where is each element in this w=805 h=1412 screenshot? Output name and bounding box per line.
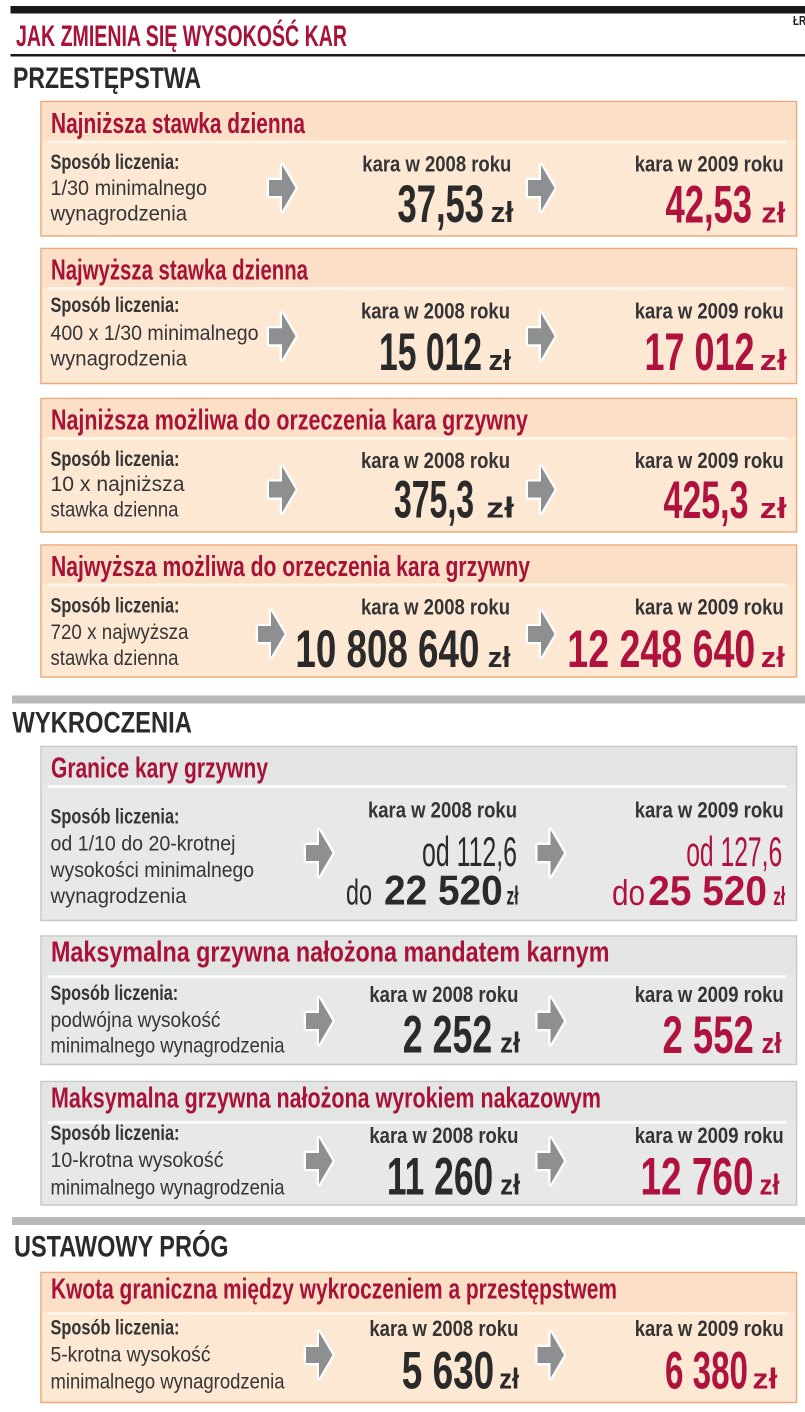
svg-text:stawka dzienna: stawka dzienna	[51, 646, 179, 670]
svg-text:Najniższa stawka dzienna: Najniższa stawka dzienna	[51, 108, 306, 140]
svg-text:425,3: 425,3	[664, 471, 749, 530]
svg-text:zł: zł	[499, 1364, 519, 1396]
svg-text:od 1/10 do 20-krotnej: od 1/10 do 20-krotnej	[51, 832, 236, 856]
svg-text:375,3: 375,3	[394, 471, 474, 530]
svg-text:Granice kary grzywny: Granice kary grzywny	[51, 753, 268, 785]
svg-text:minimalnego wynagrodzenia: minimalnego wynagrodzenia	[51, 1175, 285, 1199]
svg-text:zł: zł	[773, 881, 785, 911]
svg-text:kara w 2009 roku: kara w 2009 roku	[635, 982, 784, 1007]
svg-text:USTAWOWY PRÓG: USTAWOWY PRÓG	[14, 1230, 229, 1264]
svg-text:400 x 1/30 minimalnego: 400 x 1/30 minimalnego	[51, 321, 259, 345]
svg-text:2 552: 2 552	[663, 1006, 754, 1065]
svg-text:kara w 2008 roku: kara w 2008 roku	[361, 448, 510, 473]
svg-text:zł: zł	[760, 345, 787, 377]
svg-text:720 x najwyższa: 720 x najwyższa	[51, 620, 189, 644]
svg-text:Sposób liczenia:: Sposób liczenia:	[51, 447, 180, 471]
svg-text:WYKROCZENIA: WYKROCZENIA	[12, 707, 192, 740]
svg-text:22 520: 22 520	[384, 867, 503, 914]
svg-text:37,53: 37,53	[398, 175, 485, 234]
svg-text:zł: zł	[761, 198, 785, 230]
svg-text:Sposób liczenia:: Sposób liczenia:	[51, 1316, 180, 1340]
svg-text:17 012: 17 012	[645, 323, 755, 382]
svg-text:kara w 2008 roku: kara w 2008 roku	[368, 797, 517, 822]
svg-text:kara w 2008 roku: kara w 2008 roku	[369, 982, 518, 1007]
svg-text:kara w 2009 roku: kara w 2009 roku	[635, 797, 784, 822]
svg-text:Sposób liczenia:: Sposób liczenia:	[51, 150, 180, 174]
svg-text:PRZESTĘPSTWA: PRZESTĘPSTWA	[13, 62, 201, 95]
svg-text:stawka dzienna: stawka dzienna	[51, 498, 179, 522]
svg-text:zł: zł	[500, 1028, 520, 1060]
svg-text:zł: zł	[489, 345, 512, 377]
svg-text:Najniższa możliwa do orzeczeni: Najniższa możliwa do orzeczenia kara grz…	[51, 405, 528, 437]
svg-text:Sposób liczenia:: Sposób liczenia:	[51, 805, 180, 829]
svg-text:1/30 minimalnego: 1/30 minimalnego	[51, 176, 208, 200]
svg-text:zł: zł	[761, 642, 785, 674]
svg-text:15 012: 15 012	[379, 323, 482, 382]
svg-text:10 808 640: 10 808 640	[295, 620, 479, 679]
svg-text:zł: zł	[760, 493, 787, 525]
svg-text:zł: zł	[760, 1170, 780, 1202]
svg-text:5 630: 5 630	[402, 1342, 494, 1401]
svg-text:Sposób liczenia:: Sposób liczenia:	[51, 1121, 180, 1145]
svg-text:kara w 2009 roku: kara w 2009 roku	[635, 595, 784, 620]
svg-text:42,53: 42,53	[666, 176, 753, 235]
svg-text:kara w 2009 roku: kara w 2009 roku	[635, 448, 784, 473]
svg-text:Sposób liczenia:: Sposób liczenia:	[51, 594, 180, 618]
svg-text:2 252: 2 252	[403, 1006, 492, 1065]
svg-text:minimalnego wynagrodzenia: minimalnego wynagrodzenia	[51, 1034, 285, 1058]
svg-text:kara w 2008 roku: kara w 2008 roku	[361, 595, 510, 620]
svg-text:Maksymalna grzywna nałożona ma: Maksymalna grzywna nałożona mandatem kar…	[51, 937, 610, 969]
svg-text:11 260: 11 260	[387, 1148, 493, 1207]
svg-text:kara w 2008 roku: kara w 2008 roku	[369, 1316, 518, 1341]
svg-text:Najwyższa możliwa do orzeczeni: Najwyższa możliwa do orzeczenia kara grz…	[51, 551, 530, 583]
svg-text:JAK ZMIENIA SIĘ WYSOKOŚĆ KAR: JAK ZMIENIA SIĘ WYSOKOŚĆ KAR	[16, 19, 347, 53]
svg-text:5-krotna wysokość: 5-krotna wysokość	[51, 1343, 211, 1367]
svg-text:25 520: 25 520	[648, 867, 767, 914]
svg-text:12 248 640: 12 248 640	[567, 620, 755, 679]
svg-text:podwójna wysokość: podwójna wysokość	[51, 1008, 221, 1032]
svg-text:kara w 2008 roku: kara w 2008 roku	[369, 1123, 518, 1148]
svg-text:zł: zł	[488, 642, 511, 674]
svg-text:zł: zł	[491, 197, 514, 229]
svg-text:kara w 2009 roku: kara w 2009 roku	[635, 152, 784, 177]
svg-text:wysokości minimalnego: wysokości minimalnego	[50, 858, 255, 882]
svg-text:kara w 2008 roku: kara w 2008 roku	[362, 152, 511, 177]
svg-text:12 760: 12 760	[641, 1148, 754, 1207]
svg-text:zł: zł	[486, 493, 514, 525]
svg-text:ŁR: ŁR	[793, 14, 805, 28]
svg-text:wynagrodzenia: wynagrodzenia	[50, 347, 187, 371]
svg-text:zł: zł	[762, 1028, 782, 1060]
svg-text:od 127,6: od 127,6	[686, 828, 782, 875]
svg-text:Sposób liczenia:: Sposób liczenia:	[51, 981, 179, 1005]
svg-text:10-krotna wysokość: 10-krotna wysokość	[51, 1148, 224, 1172]
svg-text:10 x najniższa: 10 x najniższa	[51, 472, 185, 496]
svg-text:kara w 2009 roku: kara w 2009 roku	[635, 1123, 784, 1148]
svg-text:zł: zł	[507, 881, 519, 911]
svg-text:wynagrodzenia: wynagrodzenia	[50, 202, 187, 226]
svg-text:6 380: 6 380	[665, 1342, 748, 1401]
svg-text:do: do	[612, 872, 645, 913]
svg-text:zł: zł	[752, 1364, 777, 1396]
svg-text:kara w 2008 roku: kara w 2008 roku	[361, 299, 510, 324]
svg-text:kara w 2009 roku: kara w 2009 roku	[635, 299, 784, 324]
svg-text:Najwyższa stawka dzienna: Najwyższa stawka dzienna	[51, 255, 309, 287]
svg-text:od 112,6: od 112,6	[422, 828, 517, 875]
svg-text:Kwota graniczna między wykrocz: Kwota graniczna między wykroczeniem a pr…	[51, 1273, 617, 1305]
svg-text:wynagrodzenia: wynagrodzenia	[50, 884, 187, 908]
svg-text:minimalnego wynagrodzenia: minimalnego wynagrodzenia	[51, 1370, 285, 1394]
svg-text:Maksymalna grzywna nałożona wy: Maksymalna grzywna nałożona wyrokiem nak…	[51, 1082, 601, 1114]
svg-text:kara w 2009 roku: kara w 2009 roku	[635, 1316, 784, 1341]
svg-text:Sposób liczenia:: Sposób liczenia:	[51, 293, 180, 317]
svg-text:zł: zł	[500, 1170, 520, 1202]
svg-text:do: do	[346, 872, 372, 913]
